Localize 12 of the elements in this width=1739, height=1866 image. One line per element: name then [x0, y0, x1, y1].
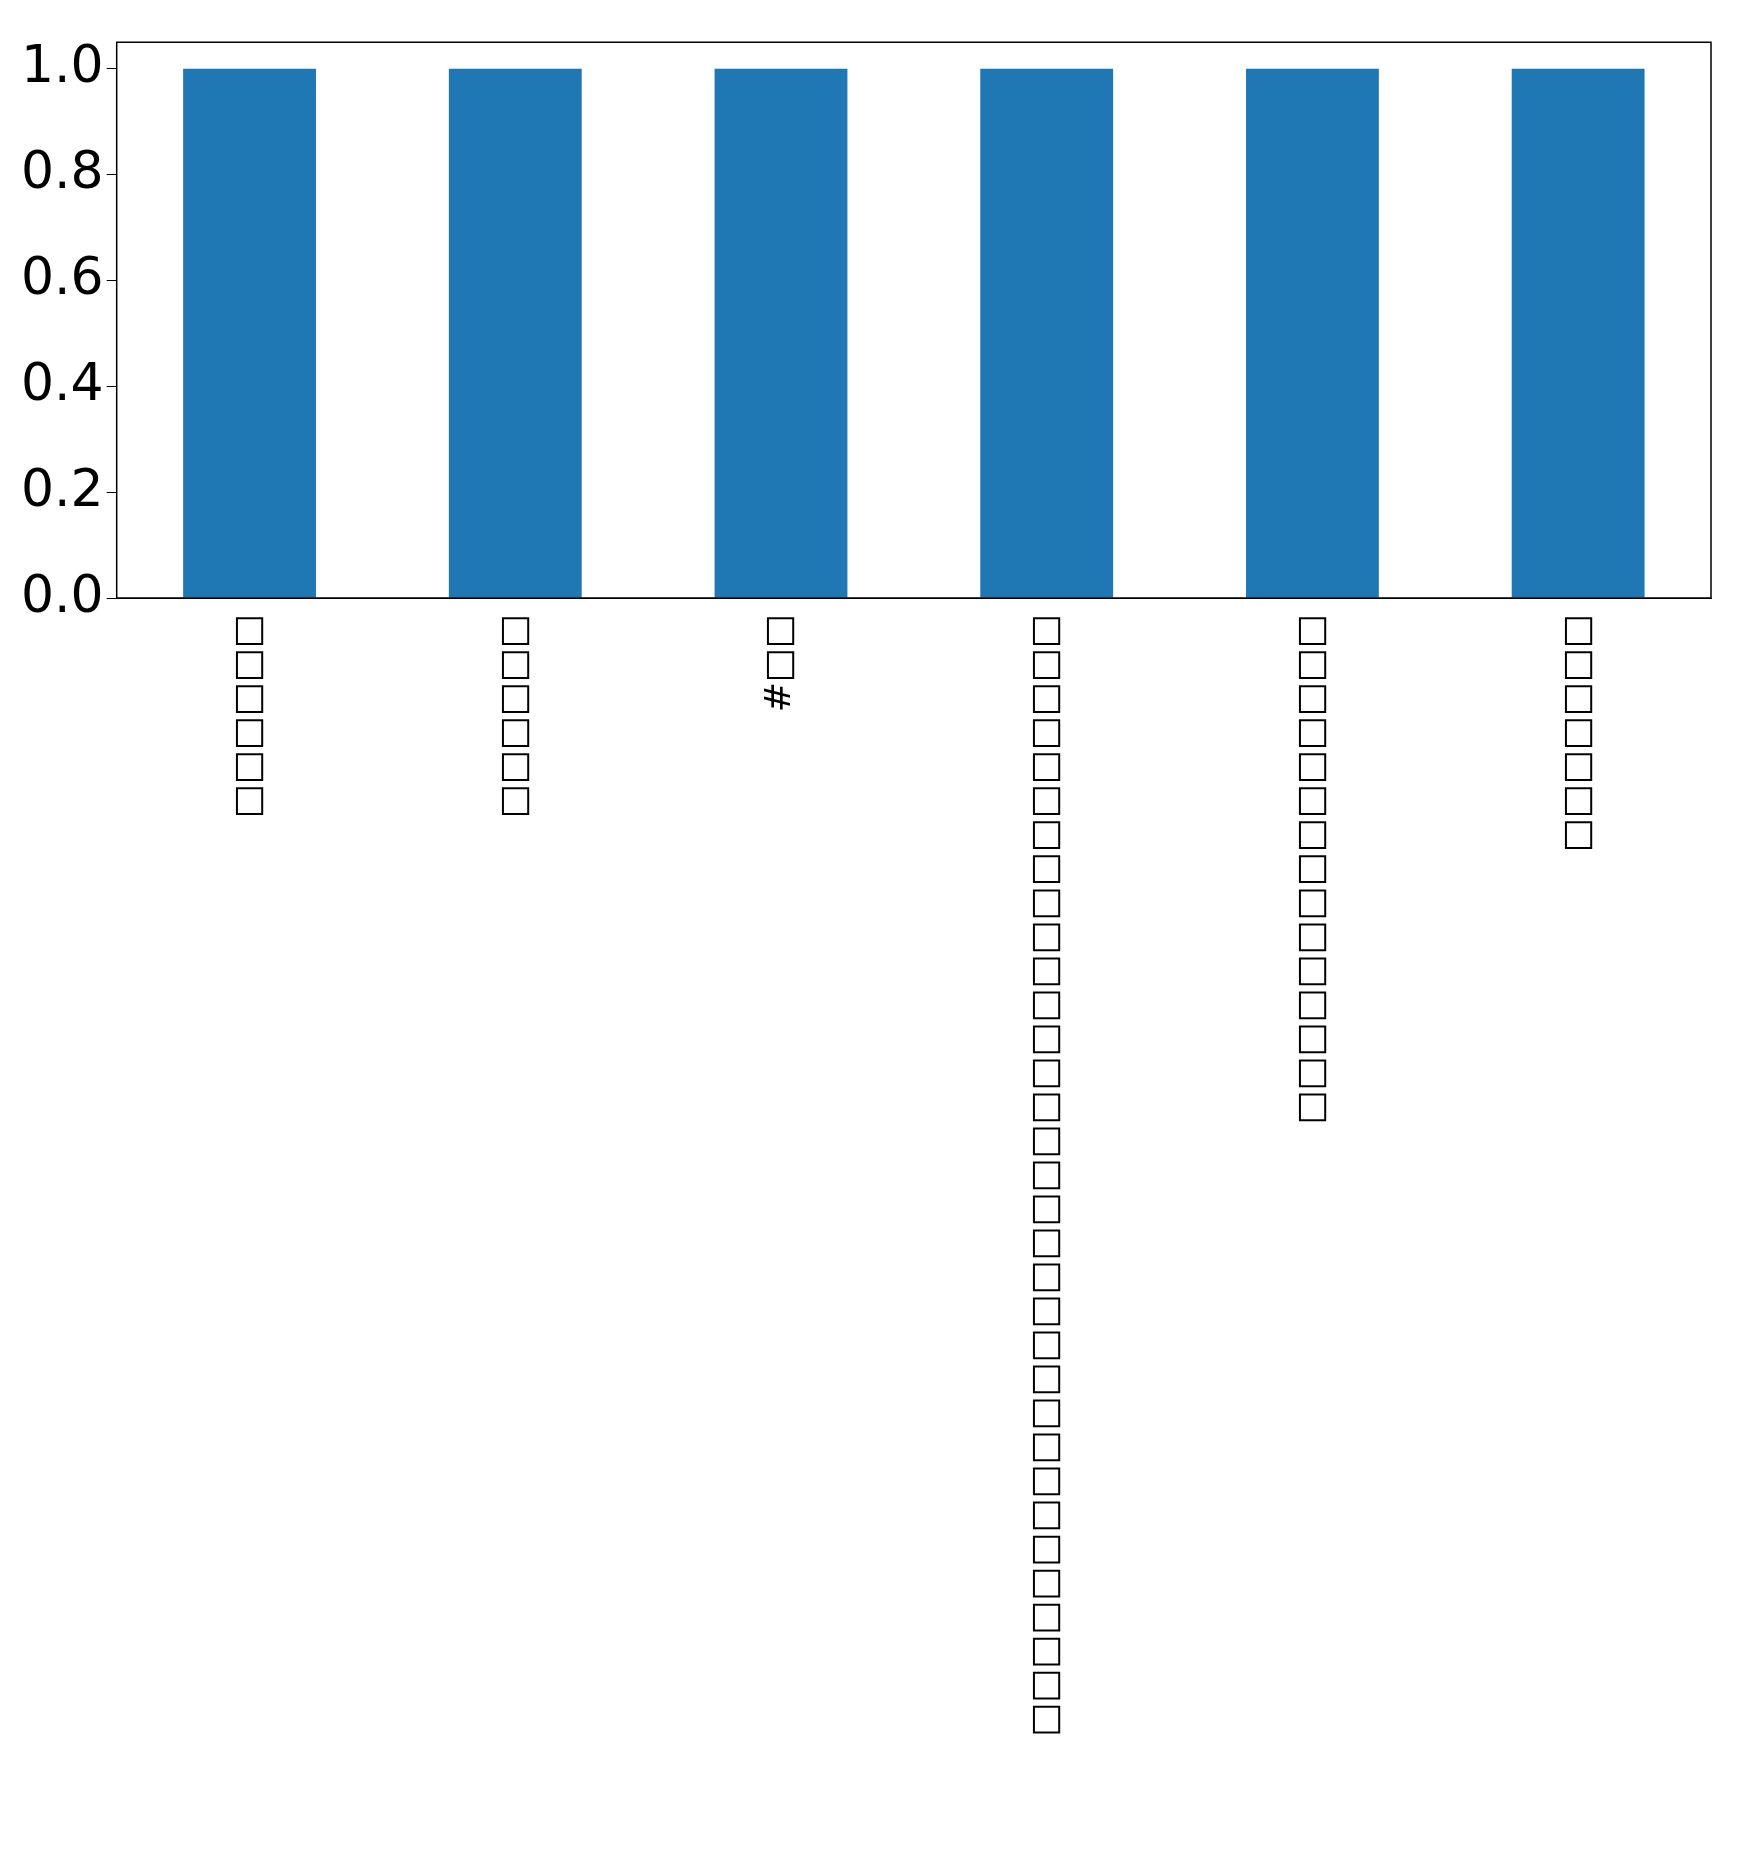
y-tick-label: 1.0 [20, 34, 104, 95]
y-tick-label: 0.6 [20, 245, 104, 306]
x-tick-label: □□□□□□□□□□□□□□□□□□□□□□□□□□□□□□□□□ [1023, 614, 1065, 1737]
y-tick-label: 0.2 [20, 457, 104, 518]
x-tick-label: □□□□□□ [491, 614, 533, 819]
y-tick-label: 0.0 [20, 563, 104, 624]
x-tick-label: □□□□□□□ [1554, 614, 1596, 853]
x-tick-label: □□□□□□ [225, 614, 267, 819]
y-tick-label: 0.4 [20, 351, 104, 412]
y-tick-label: 0.8 [20, 140, 104, 201]
x-tick-label: □□□□□□□□□□□□□□□ [1288, 614, 1330, 1125]
x-tick-label: #□□ [757, 614, 799, 713]
